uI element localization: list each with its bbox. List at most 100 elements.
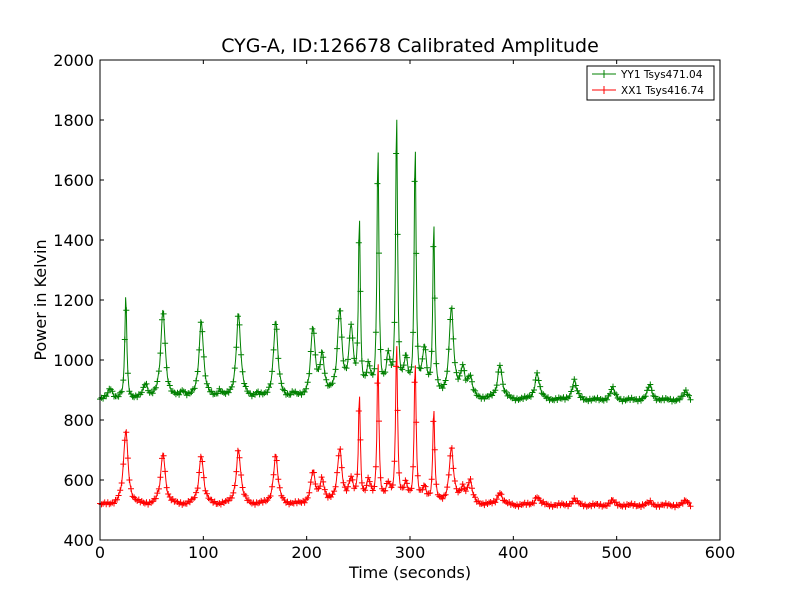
x-tick-label: 600	[705, 543, 736, 562]
data-point-xx1	[160, 452, 167, 459]
data-point-xx1	[337, 446, 344, 453]
data-point-yy1	[391, 319, 398, 326]
data-point-xx1	[453, 485, 460, 492]
data-point-xx1	[472, 494, 479, 501]
data-point-yy1	[568, 388, 575, 395]
data-point-yy1	[377, 346, 384, 353]
data-point-yy1	[535, 377, 542, 384]
data-point-xx1	[391, 458, 398, 465]
data-point-xx1	[123, 429, 130, 436]
data-point-xx1	[362, 487, 369, 494]
data-point-xx1	[464, 484, 471, 491]
data-point-yy1	[648, 387, 655, 394]
data-point-yy1	[372, 329, 379, 336]
data-point-yy1	[388, 362, 395, 368]
x-tick-label: 200	[291, 543, 322, 562]
data-point-yy1	[451, 359, 458, 366]
data-point-yy1	[166, 382, 173, 389]
data-point-xx1	[465, 479, 472, 486]
data-point-xx1	[269, 483, 276, 490]
data-point-yy1	[338, 334, 345, 341]
data-point-xx1	[317, 483, 324, 490]
y-tick-label: 800	[63, 411, 94, 430]
data-point-yy1	[430, 243, 437, 250]
data-point-yy1	[408, 364, 415, 370]
data-point-yy1	[572, 382, 579, 389]
data-point-yy1	[301, 389, 308, 395]
data-point-yy1	[428, 348, 435, 355]
series-markers-xx1	[97, 363, 694, 511]
data-point-yy1	[363, 369, 370, 376]
data-point-yy1	[191, 385, 198, 392]
data-point-yy1	[157, 350, 164, 357]
data-point-yy1	[366, 362, 373, 369]
data-point-yy1	[273, 326, 280, 333]
data-point-xx1	[233, 468, 240, 475]
data-point-xx1	[272, 453, 279, 460]
data-point-yy1	[447, 316, 454, 323]
data-point-yy1	[537, 383, 544, 390]
data-point-yy1	[445, 346, 452, 353]
data-point-yy1	[312, 351, 319, 358]
data-point-xx1	[433, 481, 440, 488]
data-point-yy1	[120, 377, 127, 384]
y-tick-label: 1400	[53, 231, 94, 250]
data-point-yy1	[200, 353, 207, 360]
data-point-yy1	[199, 328, 206, 335]
data-point-xx1	[242, 492, 249, 499]
data-point-xx1	[422, 483, 429, 490]
data-point-yy1	[498, 369, 505, 376]
data-point-yy1	[329, 380, 336, 387]
data-point-yy1	[433, 360, 440, 367]
data-point-xx1	[162, 468, 169, 475]
data-point-yy1	[376, 250, 382, 257]
y-tick-label: 1600	[53, 171, 94, 190]
data-point-yy1	[203, 380, 210, 387]
data-point-xx1	[152, 495, 159, 502]
y-tick-label: 600	[63, 471, 94, 490]
data-point-yy1	[165, 378, 172, 385]
data-point-yy1	[162, 340, 169, 347]
data-point-xx1	[450, 465, 457, 472]
y-tick-label: 1200	[53, 291, 94, 310]
data-point-xx1	[408, 485, 415, 492]
data-point-xx1	[318, 474, 325, 481]
data-point-yy1	[603, 396, 610, 403]
data-point-yy1	[275, 355, 282, 362]
y-tick-label: 2000	[53, 51, 94, 70]
legend-label-xx1: XX1 Tsys416.74	[621, 85, 704, 97]
data-point-yy1	[267, 380, 274, 387]
data-point-xx1	[267, 493, 274, 499]
data-point-xx1	[196, 469, 203, 476]
data-point-xx1	[163, 484, 170, 491]
data-point-yy1	[343, 365, 350, 372]
data-point-yy1	[411, 178, 418, 185]
legend: YY1 Tsys471.04 XX1 Tsys416.74	[586, 65, 715, 101]
data-point-xx1	[369, 487, 376, 494]
data-point-yy1	[358, 358, 365, 364]
data-point-yy1	[394, 231, 401, 238]
data-point-xx1	[389, 482, 396, 488]
data-point-yy1	[266, 384, 272, 391]
data-point-yy1	[434, 376, 441, 383]
data-point-yy1	[357, 288, 364, 295]
data-point-yy1	[208, 388, 215, 395]
data-point-xx1	[607, 500, 613, 507]
data-point-xx1	[120, 461, 127, 468]
data-point-xx1	[111, 500, 117, 507]
data-point-xx1	[686, 500, 692, 506]
data-point-xx1	[647, 497, 654, 504]
data-point-yy1	[414, 343, 421, 350]
data-point-yy1	[362, 372, 369, 379]
data-point-yy1	[686, 392, 692, 399]
data-point-yy1	[441, 381, 448, 388]
data-point-xx1	[679, 500, 686, 507]
data-point-xx1	[128, 485, 134, 492]
data-point-yy1	[230, 378, 237, 385]
data-point-yy1	[340, 357, 347, 364]
data-point-yy1	[163, 364, 170, 371]
data-point-xx1	[687, 503, 694, 510]
data-point-xx1	[312, 481, 319, 487]
data-point-xx1	[365, 474, 372, 481]
